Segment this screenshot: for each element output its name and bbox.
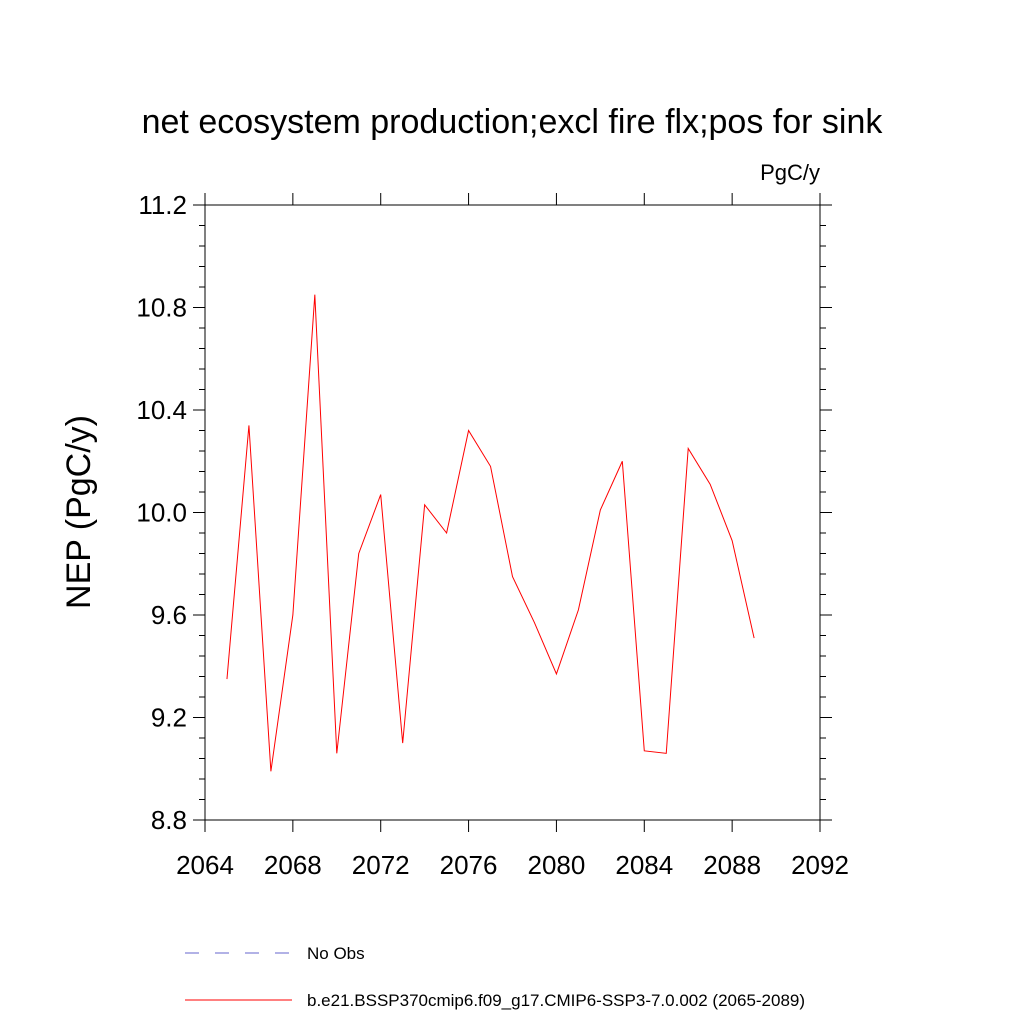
legend: No Obs b.e21.BSSP370cmip6.f09_g17.CMIP6-…: [185, 944, 805, 1010]
y-tick-label: 10.8: [136, 293, 187, 323]
y-tick-label: 9.2: [151, 703, 187, 733]
series-line-0: [226, 294, 755, 772]
x-tick-label: 2092: [791, 850, 849, 880]
x-tick-label: 2088: [703, 850, 761, 880]
y-tick-label: 9.6: [151, 600, 187, 630]
units-label: PgC/y: [760, 160, 820, 185]
y-tick-label: 8.8: [151, 805, 187, 835]
y-axis-label: NEP (PgC/y): [60, 415, 98, 609]
chart-title: net ecosystem production;excl fire flx;p…: [142, 103, 884, 141]
x-tick-label: 2064: [176, 850, 234, 880]
x-tick-label: 2068: [264, 850, 322, 880]
plot-frame: [204, 204, 821, 821]
series-lines: [226, 294, 755, 772]
y-tick-label: 10.0: [136, 498, 187, 528]
x-tick-label: 2084: [615, 850, 673, 880]
x-tick-label: 2080: [528, 850, 586, 880]
y-tick-label: 11.2: [138, 190, 187, 220]
x-tick-label: 2072: [352, 850, 410, 880]
x-tick-label: 2076: [440, 850, 498, 880]
axis-ticks: 2064 2068 2072 2076 2080 2084 2088 2092 8.8 9.2 9.…: [136, 190, 849, 880]
y-tick-label: 10.4: [136, 395, 187, 425]
legend-label-model: b.e21.BSSP370cmip6.f09_g17.CMIP6-SSP3-7.…: [307, 991, 805, 1010]
legend-label-no-obs: No Obs: [307, 944, 365, 963]
